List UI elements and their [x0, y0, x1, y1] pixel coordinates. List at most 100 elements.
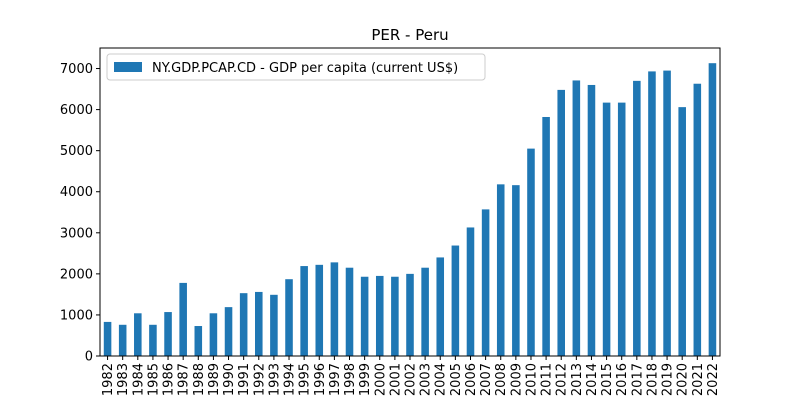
bar-2015 [602, 102, 611, 356]
bar-1998 [345, 267, 354, 356]
bar-1987 [179, 282, 187, 356]
x-tick-label: 2009 [509, 363, 524, 396]
x-tick-label: 2015 [600, 363, 615, 396]
x-tick-label: 2018 [645, 363, 660, 396]
x-tick-label: 1991 [237, 363, 252, 396]
x-tick-label: 1995 [298, 363, 313, 396]
x-tick-label: 1996 [313, 363, 328, 396]
x-tick-label: 2016 [615, 363, 630, 396]
x-tick-label: 2013 [570, 363, 585, 396]
bar-2009 [512, 185, 520, 356]
x-tick-label: 2005 [449, 363, 464, 396]
x-axis: 1982 1983 1984 1985 1986 1987 1988 1989 1990 1991… [101, 356, 721, 396]
x-tick-label: 1992 [252, 363, 267, 396]
x-tick-label: 2011 [540, 363, 555, 396]
x-tick-label: 2008 [494, 363, 509, 396]
bar-2010 [527, 148, 535, 356]
bar-2012 [557, 89, 565, 356]
x-tick-label: 1986 [162, 363, 177, 396]
bar-1996 [315, 264, 324, 356]
bar-2008 [496, 184, 505, 356]
bar-2019 [663, 70, 671, 356]
x-tick-label: 1984 [131, 363, 146, 396]
bar-1986 [164, 312, 172, 356]
bar-2013 [572, 80, 581, 357]
x-tick-label: 2002 [404, 363, 419, 396]
x-tick-label: 2021 [691, 363, 706, 396]
x-tick-label: 2017 [630, 363, 645, 396]
bar-1995 [300, 266, 308, 356]
x-tick-label: 2001 [388, 363, 403, 396]
y-tick-label: 1000 [60, 308, 93, 323]
bars-group [103, 63, 717, 357]
bar-2002 [406, 273, 414, 356]
bar-2021 [693, 83, 702, 356]
y-tick-label: 5000 [60, 144, 93, 159]
x-tick-label: 1983 [116, 363, 131, 396]
bar-2018 [648, 71, 656, 357]
y-tick-label: 2000 [60, 267, 93, 282]
y-tick-label: 7000 [60, 62, 93, 77]
legend-label: NY.GDP.PCAP.CD - GDP per capita (current… [152, 61, 458, 76]
y-axis: 0 1000 2000 3000 4000 5000 6000 7000 [60, 62, 100, 365]
x-tick-label: 1988 [192, 363, 207, 396]
x-tick-label: 1997 [328, 363, 343, 396]
bar-1999 [360, 276, 369, 356]
x-tick-label: 2000 [373, 363, 388, 396]
x-tick-label: 2007 [479, 363, 494, 396]
x-tick-label: 1994 [283, 363, 298, 396]
bar-1984 [134, 313, 142, 356]
bar-2005 [451, 245, 460, 356]
y-tick-label: 3000 [60, 226, 93, 241]
x-tick-label: 1993 [267, 363, 282, 396]
bar-1993 [270, 294, 278, 356]
bar-2001 [391, 276, 399, 356]
x-tick-label: 2003 [419, 363, 434, 396]
bar-1992 [255, 291, 263, 356]
bar-2000 [375, 275, 384, 356]
x-tick-label: 2020 [676, 363, 691, 396]
bar-1989 [209, 313, 218, 356]
x-tick-label: 1985 [146, 363, 161, 396]
x-tick-label: 1982 [101, 363, 116, 396]
x-tick-label: 2014 [585, 363, 600, 396]
x-tick-label: 1990 [222, 363, 237, 396]
bar-1985 [149, 324, 157, 356]
bar-2020 [678, 107, 686, 356]
y-tick-label: 0 [85, 350, 93, 365]
x-tick-label: 2010 [524, 363, 539, 396]
x-tick-label: 2006 [464, 363, 479, 396]
bar-2022 [708, 63, 717, 356]
bar-2016 [617, 102, 626, 356]
bar-1990 [224, 307, 233, 356]
x-tick-label: 2019 [661, 363, 676, 396]
chart-title: PER - Peru [371, 26, 448, 44]
bar-2006 [466, 227, 475, 356]
bar-2017 [633, 80, 641, 356]
bar-1982 [103, 321, 112, 356]
x-tick-label: 1987 [177, 363, 192, 396]
bar-1994 [285, 279, 293, 356]
x-tick-label: 1989 [207, 363, 222, 396]
bar-2011 [542, 116, 550, 356]
x-tick-label: 2012 [555, 363, 570, 396]
bar-2003 [421, 267, 429, 356]
bar-1983 [118, 324, 127, 356]
bar-1997 [330, 262, 339, 356]
bar-2004 [436, 257, 445, 356]
bar-1991 [239, 293, 248, 356]
y-tick-label: 4000 [60, 185, 93, 200]
bar-2014 [587, 84, 596, 357]
legend-box [106, 53, 486, 81]
x-tick-label: 2004 [434, 363, 449, 396]
x-tick-label: 2022 [706, 363, 721, 396]
legend-swatch [114, 62, 142, 72]
x-tick-label: 1998 [343, 363, 358, 396]
x-tick-label: 1999 [358, 363, 373, 396]
bar-1988 [194, 326, 203, 356]
bar-2007 [481, 209, 490, 356]
legend: NY.GDP.PCAP.CD - GDP per capita (current… [106, 53, 486, 81]
plot-frame [99, 47, 721, 357]
y-tick-label: 6000 [60, 103, 93, 118]
